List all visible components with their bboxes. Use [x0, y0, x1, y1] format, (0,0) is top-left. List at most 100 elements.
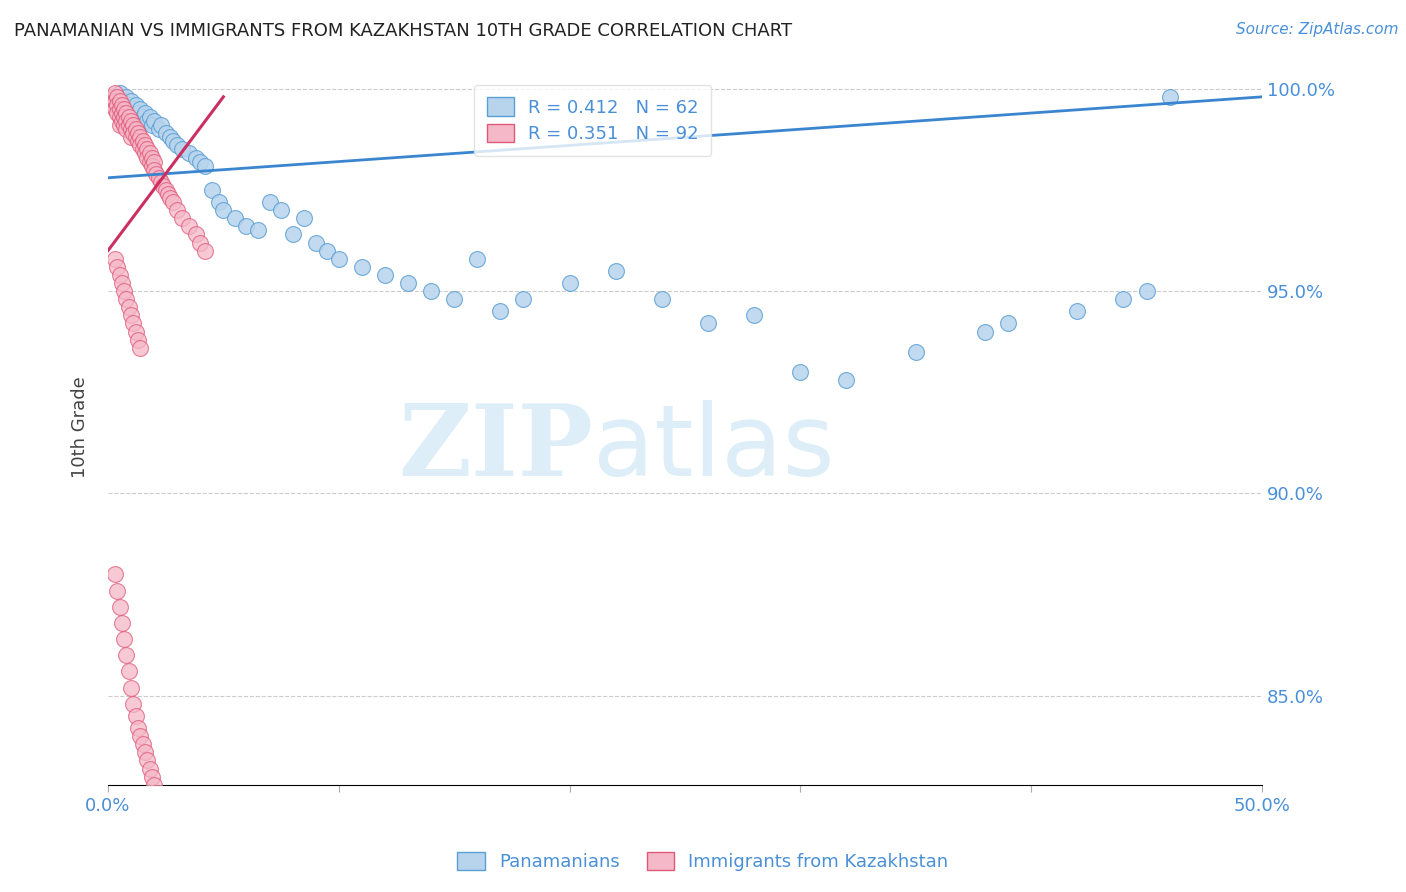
- Point: [112, 102, 135, 116]
- Point: [108, 86, 131, 100]
- Point: [120, 309, 142, 323]
- Point: [138, 762, 160, 776]
- Point: [166, 203, 188, 218]
- Point: [104, 567, 127, 582]
- Point: [742, 309, 765, 323]
- Point: [104, 86, 127, 100]
- Point: [122, 317, 145, 331]
- Point: [489, 304, 512, 318]
- Point: [374, 268, 396, 282]
- Point: [1135, 284, 1157, 298]
- Y-axis label: 10th Grade: 10th Grade: [72, 376, 89, 477]
- Point: [105, 98, 128, 112]
- Point: [120, 114, 142, 128]
- Point: [112, 118, 135, 132]
- Point: [184, 227, 207, 242]
- Point: [111, 106, 134, 120]
- Point: [134, 138, 156, 153]
- Point: [350, 260, 373, 274]
- Point: [122, 697, 145, 711]
- Point: [108, 599, 131, 614]
- Point: [118, 118, 141, 132]
- Point: [115, 90, 138, 104]
- Point: [127, 333, 149, 347]
- Point: [148, 170, 170, 185]
- Point: [127, 126, 149, 140]
- Point: [122, 126, 145, 140]
- Point: [143, 778, 166, 792]
- Point: [136, 151, 159, 165]
- Point: [122, 118, 145, 132]
- Point: [246, 223, 269, 237]
- Point: [512, 292, 534, 306]
- Point: [112, 94, 135, 108]
- Point: [145, 786, 167, 800]
- Point: [136, 754, 159, 768]
- Point: [194, 244, 217, 258]
- Point: [138, 110, 160, 124]
- Point: [166, 138, 188, 153]
- Point: [115, 122, 138, 136]
- Point: [127, 134, 149, 148]
- Point: [235, 219, 257, 234]
- Point: [125, 325, 148, 339]
- Point: [108, 94, 131, 108]
- Point: [112, 110, 135, 124]
- Point: [1066, 304, 1088, 318]
- Point: [118, 110, 141, 124]
- Point: [120, 122, 142, 136]
- Point: [125, 122, 148, 136]
- Point: [152, 178, 174, 193]
- Point: [292, 211, 315, 226]
- Point: [105, 260, 128, 274]
- Point: [143, 154, 166, 169]
- Point: [104, 90, 127, 104]
- Point: [111, 114, 134, 128]
- Text: Source: ZipAtlas.com: Source: ZipAtlas.com: [1236, 22, 1399, 37]
- Point: [143, 162, 166, 177]
- Point: [162, 134, 184, 148]
- Point: [122, 102, 145, 116]
- Point: [134, 146, 156, 161]
- Point: [105, 583, 128, 598]
- Point: [162, 195, 184, 210]
- Point: [159, 191, 181, 205]
- Point: [127, 721, 149, 735]
- Point: [150, 175, 173, 189]
- Point: [201, 183, 224, 197]
- Point: [104, 102, 127, 116]
- Point: [281, 227, 304, 242]
- Point: [138, 146, 160, 161]
- Point: [125, 98, 148, 112]
- Point: [188, 235, 211, 250]
- Point: [141, 118, 163, 132]
- Point: [129, 138, 152, 153]
- Point: [136, 143, 159, 157]
- Point: [134, 106, 156, 120]
- Point: [108, 118, 131, 132]
- Point: [420, 284, 443, 298]
- Legend: R = 0.412   N = 62, R = 0.351   N = 92: R = 0.412 N = 62, R = 0.351 N = 92: [474, 85, 711, 156]
- Point: [997, 317, 1019, 331]
- Point: [651, 292, 673, 306]
- Point: [129, 729, 152, 743]
- Point: [465, 252, 488, 266]
- Point: [145, 167, 167, 181]
- Point: [170, 211, 193, 226]
- Point: [697, 317, 720, 331]
- Point: [194, 159, 217, 173]
- Point: [316, 244, 339, 258]
- Point: [105, 106, 128, 120]
- Point: [120, 130, 142, 145]
- Point: [177, 146, 200, 161]
- Point: [1159, 90, 1181, 104]
- Point: [131, 737, 153, 751]
- Point: [328, 252, 350, 266]
- Point: [129, 130, 152, 145]
- Point: [131, 143, 153, 157]
- Point: [184, 151, 207, 165]
- Point: [108, 268, 131, 282]
- Point: [101, 90, 124, 104]
- Point: [115, 106, 138, 120]
- Point: [789, 365, 811, 379]
